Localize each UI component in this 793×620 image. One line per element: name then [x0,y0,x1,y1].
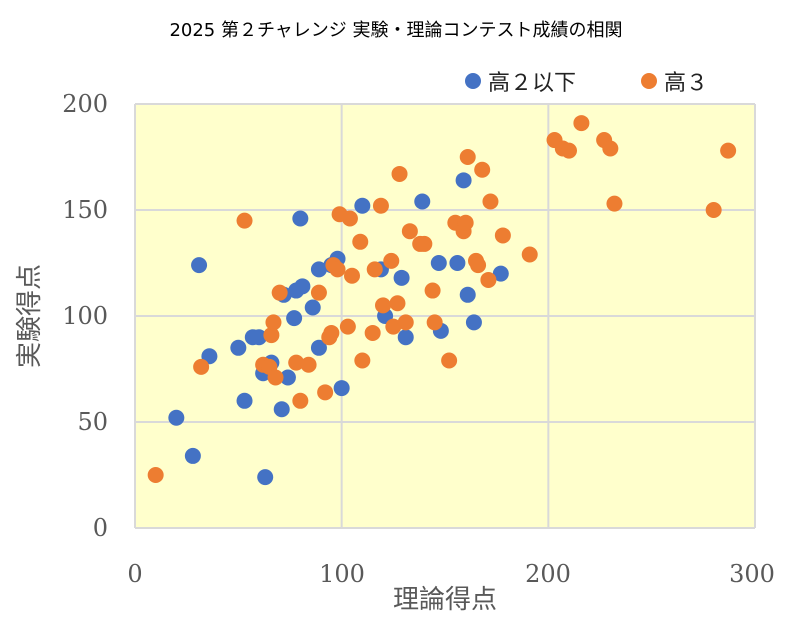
legend: 高２以下 高３ [465,71,708,96]
data-point-series-2 [300,356,317,373]
data-point-series-2 [424,282,441,299]
y-tick-label: 100 [62,302,108,330]
data-point-series-1 [230,339,247,356]
data-point-series-2 [397,314,414,331]
data-point-series-2 [271,284,288,301]
data-point-series-2 [147,467,164,483]
data-point-series-1 [397,329,414,346]
x-tick-label: 100 [319,560,365,588]
data-point-series-2 [339,318,356,335]
y-axis-ticks: 0 50 100 150 200 [62,90,108,542]
data-point-series-1 [286,310,303,327]
x-tick-label: 0 [127,560,142,588]
data-point-series-1 [459,286,476,303]
data-point-series-2 [705,202,722,218]
data-point-series-1 [168,409,185,426]
y-tick-label: 200 [62,90,108,118]
data-point-series-1 [393,269,410,286]
data-point-series-1 [257,469,274,486]
data-point-series-2 [482,193,499,210]
data-point-series-1 [184,447,201,464]
data-point-series-1 [191,257,208,274]
data-point-series-2 [344,267,360,284]
data-point-series-1 [236,392,253,409]
x-axis-ticks: 0 100 200 300 [127,560,775,588]
data-point-series-2 [401,223,418,240]
data-point-series-2 [720,142,737,159]
data-point-series-2 [354,352,371,369]
data-point-series-1 [304,299,321,316]
data-point-series-2 [364,324,381,341]
data-point-series-2 [416,235,433,252]
data-point-series-1 [310,339,327,356]
y-tick-label: 0 [93,514,108,542]
data-point-series-1 [279,369,296,386]
data-point-series-1 [449,255,466,271]
legend-marker-series-2 [641,73,657,89]
y-tick-label: 150 [62,196,108,224]
data-point-series-2 [441,352,458,369]
data-point-series-2 [470,257,487,274]
data-point-series-1 [273,401,290,418]
data-point-series-2 [236,212,253,229]
data-point-series-2 [426,314,443,331]
legend-label-series-2: 高３ [664,71,708,96]
data-point-series-2 [341,210,358,227]
data-point-series-2 [480,271,497,288]
legend-marker-series-1 [465,73,481,89]
data-point-series-2 [193,358,210,375]
data-point-series-2 [602,140,619,157]
data-point-series-2 [385,318,402,335]
data-point-series-1 [465,314,482,331]
data-point-series-2 [521,246,538,263]
data-point-series-2 [329,261,346,278]
x-tick-label: 200 [525,560,571,588]
data-point-series-2 [263,327,280,344]
legend-label-series-1: 高２以下 [488,71,576,96]
data-point-series-1 [251,329,267,346]
data-point-series-1 [430,255,447,271]
data-point-series-1 [354,197,371,214]
data-point-series-1 [414,193,431,210]
x-tick-label: 300 [729,560,775,588]
data-point-series-1 [333,380,350,397]
data-point-series-2 [317,384,334,401]
data-point-series-2 [366,261,383,278]
data-point-series-2 [561,142,577,159]
data-point-series-2 [389,295,406,312]
data-point-series-2 [265,314,282,331]
data-point-series-2 [474,161,491,178]
data-point-series-1 [455,172,472,189]
data-point-series-2 [352,233,369,250]
chart-title: 2025 第２チャレンジ 実験・理論コンテスト成績の相関 [169,20,622,41]
data-point-series-1 [310,261,327,278]
data-points [147,115,737,486]
grid-lines [134,103,756,529]
data-point-series-1 [294,278,311,295]
data-point-series-2 [494,227,511,244]
x-axis-title: 理論得点 [393,585,497,615]
y-tick-label: 50 [77,408,108,436]
data-point-series-2 [323,324,340,341]
data-point-series-1 [492,265,509,282]
data-point-series-1 [292,210,309,227]
data-point-series-2 [292,392,309,409]
data-point-series-2 [267,369,284,386]
data-point-series-2 [375,297,391,314]
data-point-series-2 [372,197,389,214]
data-point-series-2 [606,195,623,212]
data-point-series-2 [457,214,474,231]
data-point-series-2 [573,115,590,132]
y-axis-title: 実験得点 [15,264,45,368]
data-point-series-2 [288,354,305,371]
data-point-series-2 [459,149,476,165]
data-point-series-2 [391,165,408,182]
data-point-series-2 [310,284,327,301]
data-point-series-2 [383,252,400,269]
